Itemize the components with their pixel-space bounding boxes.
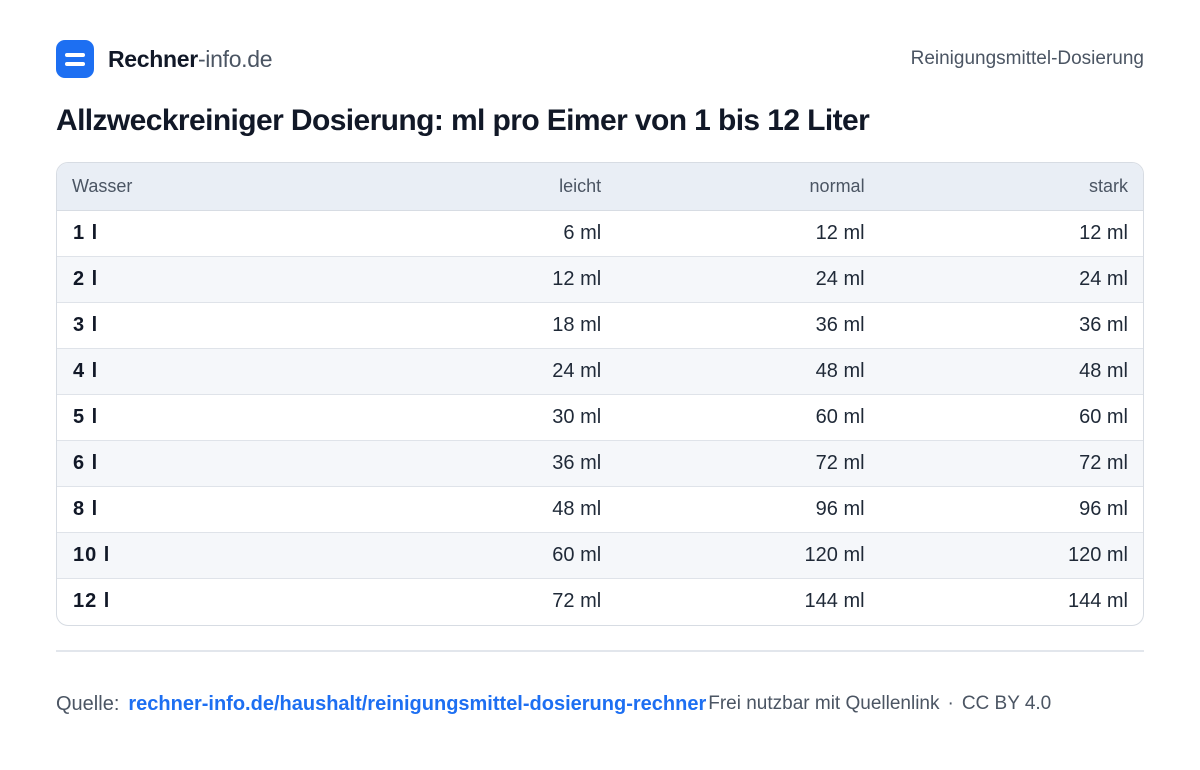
leicht-cell: 36 ml: [393, 439, 617, 486]
brand[interactable]: Rechner-info.de: [56, 40, 273, 78]
table-row: 4 l 24 ml 48 ml 48 ml: [57, 347, 1143, 394]
normal-cell: 72 ml: [616, 439, 880, 486]
leicht-cell: 72 ml: [393, 577, 617, 624]
calculator-equals-icon: [56, 40, 94, 78]
brand-name-strong: Rechner: [108, 45, 198, 72]
page-title: Allzweckreiniger Dosierung: ml pro Eimer…: [56, 104, 870, 137]
footer-divider: [56, 650, 1144, 652]
site-header: Rechner-info.de Reinigungsmittel-Dosieru…: [56, 40, 1144, 78]
license-text: Frei nutzbar mit Quellenlink: [708, 693, 940, 714]
leicht-cell: 24 ml: [393, 347, 617, 394]
license-note: Frei nutzbar mit Quellenlink · CC BY 4.0: [708, 691, 1068, 717]
column-header-leicht: leicht: [393, 163, 617, 211]
water-amount-cell: 4 l: [57, 347, 394, 394]
table-row: 8 l 48 ml 96 ml 96 ml: [57, 485, 1143, 532]
stark-cell: 48 ml: [879, 347, 1143, 394]
normal-cell: 120 ml: [616, 531, 880, 578]
footer: Quelle: rechner-info.de/haushalt/reinigu…: [56, 676, 1144, 732]
dosage-table: Wasser leicht normal stark 1 l 6 ml 12 m…: [57, 163, 1143, 624]
leicht-cell: 12 ml: [393, 255, 617, 302]
water-amount-cell: 5 l: [57, 393, 394, 440]
stark-cell: 120 ml: [879, 531, 1143, 578]
license-separator: ·: [947, 693, 954, 714]
normal-cell: 12 ml: [815, 221, 865, 244]
normal-cell: 60 ml: [616, 393, 880, 440]
water-amount-cell: 6 l: [57, 439, 394, 486]
table-body: 1 l 6 ml 12 ml 12 ml 2 l 12 ml 24 ml 24 …: [57, 210, 1143, 624]
leicht-cell: 18 ml: [393, 301, 617, 348]
table-row: 6 l 36 ml 72 ml 72 ml: [57, 439, 1143, 486]
table-row: 2 l 12 ml 24 ml 24 ml: [57, 255, 1143, 302]
stark-cell: 144 ml: [879, 577, 1143, 624]
stark-cell: 96 ml: [879, 485, 1143, 532]
water-amount-cell: 3 l: [57, 301, 394, 348]
normal-cell: 36 ml: [616, 301, 880, 348]
column-header-stark: stark: [879, 163, 1143, 211]
normal-cell: 48 ml: [616, 347, 880, 394]
column-header-wasser: Wasser: [57, 163, 394, 211]
brand-name: Rechner-info.de: [108, 45, 273, 73]
water-amount-cell: 1 l: [73, 221, 99, 244]
source-link[interactable]: rechner-info.de/haushalt/reinigungsmitte…: [128, 692, 707, 715]
table-row: 10 l 60 ml 120 ml 120 ml: [57, 531, 1143, 578]
leicht-cell: 60 ml: [393, 531, 617, 578]
source-label: Quelle:: [56, 692, 120, 715]
stark-cell: 60 ml: [879, 393, 1143, 440]
column-header-normal: normal: [616, 163, 880, 211]
stark-cell: 12 ml: [1079, 221, 1128, 244]
leicht-cell: 6 ml: [563, 221, 602, 244]
leicht-cell: 48 ml: [393, 485, 617, 532]
license-name: CC BY 4.0: [961, 693, 1052, 714]
normal-cell: 144 ml: [616, 577, 880, 624]
water-amount-cell: 10 l: [57, 531, 394, 578]
stark-cell: 36 ml: [879, 301, 1143, 348]
table-row: 12 l 72 ml 144 ml 144 ml: [57, 577, 1143, 624]
water-amount-cell: 8 l: [57, 485, 394, 532]
normal-cell: 24 ml: [616, 255, 880, 302]
stark-cell: 24 ml: [879, 255, 1143, 302]
leicht-cell: 30 ml: [393, 393, 617, 440]
water-amount-cell: 2 l: [57, 255, 394, 302]
dosage-table-container: Wasser leicht normal stark 1 l 6 ml 12 m…: [56, 162, 1144, 626]
table-row: 3 l 18 ml 36 ml 36 ml: [57, 301, 1143, 348]
table-header-row: Wasser leicht normal stark: [57, 163, 1143, 211]
stark-cell: 72 ml: [879, 439, 1143, 486]
water-amount-cell: 12 l: [57, 577, 394, 624]
brand-name-rest: -info.de: [197, 45, 273, 72]
section-label: Reinigungsmittel-Dosierung: [910, 48, 1144, 69]
table-row: 5 l 30 ml 60 ml 60 ml: [57, 393, 1143, 440]
table-row: 1 l 6 ml 12 ml 12 ml: [57, 210, 1143, 256]
normal-cell: 96 ml: [616, 485, 880, 532]
